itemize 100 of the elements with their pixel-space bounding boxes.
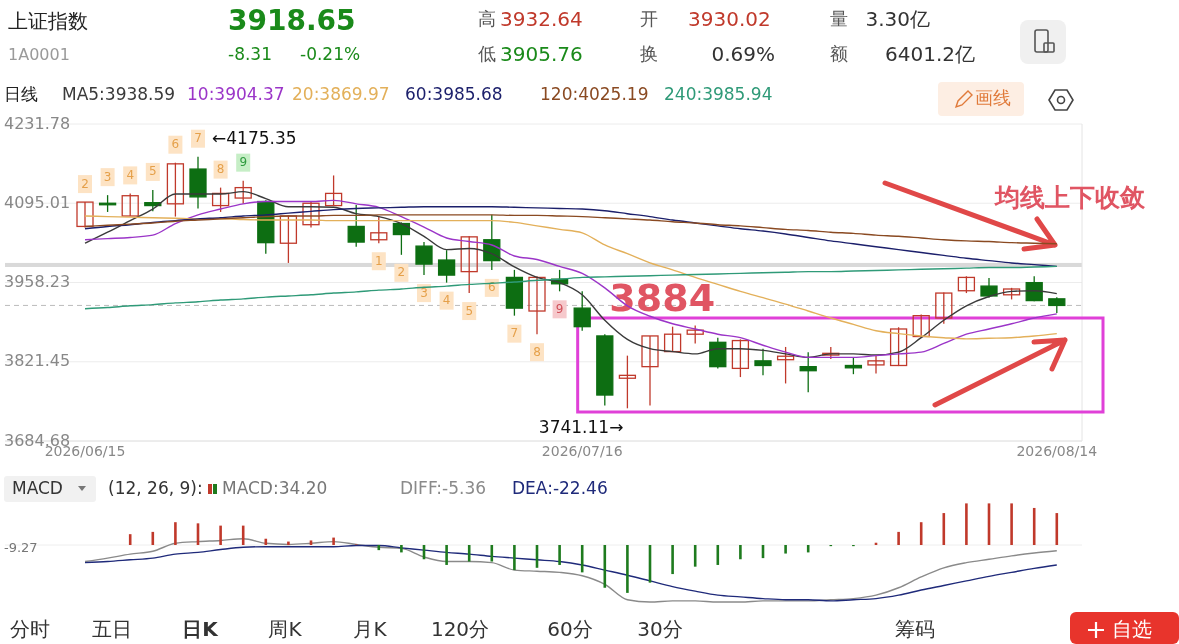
candlestick — [324, 174, 343, 207]
bar — [626, 545, 629, 593]
candlestick — [415, 241, 433, 276]
text: 6401.2亿 — [885, 41, 975, 66]
bar — [513, 545, 516, 571]
bar — [400, 545, 403, 553]
bar — [693, 545, 697, 567]
text: 20:3869.97 — [292, 84, 390, 104]
candlestick — [302, 200, 320, 229]
text: -0.21% — [300, 44, 361, 64]
candlestick — [437, 249, 456, 284]
text: 60:3985.68 — [405, 84, 503, 104]
text: DIFF:-5.36 — [400, 478, 487, 498]
text: 换 — [640, 43, 658, 64]
text: 周K — [268, 616, 303, 641]
text: 3932.64 — [500, 6, 583, 31]
bar — [784, 545, 787, 554]
text: 五日 — [92, 616, 132, 641]
annotation: 7 — [510, 326, 519, 341]
y-tick-label: 3958.23 — [4, 272, 71, 291]
text: 低 — [478, 43, 496, 64]
candlestick — [166, 162, 185, 218]
candlestick — [76, 201, 94, 229]
candlestick — [731, 338, 750, 378]
candlestick — [912, 313, 930, 338]
text: 10:3904.37 — [187, 84, 285, 104]
bar — [1010, 503, 1013, 545]
candlestick — [573, 290, 591, 332]
text: 120:4025.19 — [540, 84, 649, 104]
text: 3918.65 — [228, 4, 356, 37]
text: 高 — [478, 8, 496, 29]
bar — [558, 545, 561, 565]
annotation: 6 — [171, 137, 180, 152]
annotation: 3884 — [609, 275, 716, 320]
text: 额 — [830, 43, 848, 64]
annotation: 均线上下收敛 — [993, 183, 1146, 212]
bar — [739, 545, 742, 560]
annotation: 3 — [420, 285, 428, 300]
text: DEA:-22.46 — [512, 478, 608, 498]
candlestick — [528, 275, 546, 335]
candlestick — [279, 214, 298, 264]
text: MA5:3938.59 — [62, 84, 176, 104]
text: 3905.76 — [500, 41, 583, 66]
annotation: 2 — [81, 176, 89, 191]
candlestick — [867, 354, 885, 375]
text: 3.30亿 — [865, 6, 930, 31]
text: 自选 — [1112, 616, 1152, 641]
bar — [1032, 507, 1036, 545]
bar — [671, 545, 674, 575]
y-tick-label: 3821.45 — [4, 351, 71, 371]
annotation: 1 — [374, 253, 383, 268]
annotation: 9 — [555, 301, 564, 316]
text: 分时 — [10, 616, 50, 641]
text: -9.27 — [4, 539, 38, 555]
bar — [241, 525, 245, 545]
y-tick-label: 4231.78 — [4, 113, 71, 133]
bar — [806, 545, 810, 553]
candlestick — [641, 335, 659, 407]
text: 筹码 — [895, 616, 935, 641]
candlestick — [347, 204, 365, 248]
candlestick — [618, 354, 637, 409]
bar — [287, 541, 290, 545]
bar — [174, 522, 177, 545]
text: 1A0001 — [8, 44, 70, 64]
text: -8.31 — [228, 44, 272, 64]
candlestick — [370, 215, 388, 244]
text: 开 — [640, 8, 658, 29]
x-tick-label: 2026/08/14 — [1016, 443, 1098, 459]
legend-label: MACD:34.20 — [222, 478, 328, 498]
text: 3930.02 — [688, 6, 771, 31]
candlestick — [234, 180, 252, 205]
bar — [919, 522, 923, 545]
text: 240:3985.94 — [664, 84, 773, 104]
annotation: 8 — [533, 344, 541, 359]
chart-subtitle: (12, 26, 9): — [108, 478, 203, 498]
bar — [445, 545, 448, 565]
text: 120分 — [430, 616, 490, 641]
annotation: 5 — [465, 303, 474, 318]
chart-title: MACD — [12, 478, 63, 498]
chart-title: 日线 — [4, 84, 38, 104]
bar — [128, 534, 132, 545]
annotation: 4 — [126, 167, 135, 182]
text: 0.69% — [711, 41, 775, 66]
x-tick-label: 2026/07/16 — [541, 443, 623, 459]
text: 60分 — [547, 616, 593, 641]
candlestick — [663, 326, 682, 353]
text: 上证指数 — [8, 8, 88, 33]
bar — [467, 545, 471, 562]
annotation: 9 — [239, 155, 248, 170]
text: 日K — [182, 616, 220, 641]
bar — [965, 503, 968, 545]
candlestick — [889, 326, 908, 367]
annotation: 3 — [103, 169, 112, 184]
bar — [332, 537, 335, 545]
candlestick — [460, 235, 478, 294]
y-tick-label: 4095.01 — [4, 192, 71, 212]
annotation: 2 — [397, 265, 406, 280]
line-series — [84, 214, 1058, 245]
annotation: 7 — [194, 131, 202, 146]
annotation: 6 — [487, 280, 496, 295]
